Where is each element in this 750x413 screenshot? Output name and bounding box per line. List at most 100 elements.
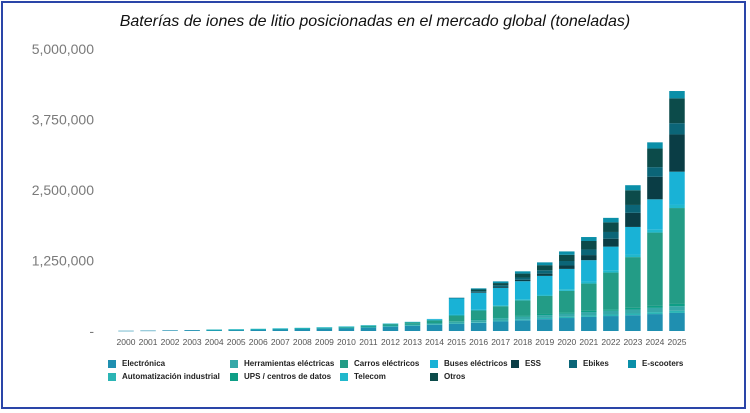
bar-segment bbox=[537, 315, 553, 318]
x-tick-label: 2009 bbox=[315, 337, 334, 347]
bar-segment bbox=[360, 325, 377, 326]
legend-item: Otros bbox=[430, 372, 465, 381]
bar-segment bbox=[581, 240, 597, 250]
bar-segment bbox=[669, 98, 685, 124]
x-tick-label: 2007 bbox=[271, 337, 290, 347]
bar-segment bbox=[426, 322, 443, 325]
bar-segment bbox=[669, 91, 685, 99]
bar-segment bbox=[492, 285, 509, 288]
bar-segment bbox=[625, 309, 641, 314]
bar-segment bbox=[647, 314, 663, 331]
bar-segment bbox=[228, 329, 244, 330]
legend-label: E-scooters bbox=[642, 359, 684, 368]
bar-segment bbox=[470, 291, 487, 293]
bars bbox=[118, 91, 685, 332]
bar-segment bbox=[448, 323, 465, 324]
legend-swatch bbox=[569, 359, 577, 368]
bar-segment bbox=[316, 327, 333, 328]
bar-segment bbox=[250, 329, 266, 331]
bar-segment bbox=[581, 315, 597, 317]
legend-label: UPS / centros de datos bbox=[244, 372, 332, 381]
bar-segment bbox=[581, 260, 597, 282]
bar-segment bbox=[514, 300, 531, 316]
bar-segment bbox=[404, 325, 421, 331]
x-tick-label: 2008 bbox=[293, 337, 312, 347]
bar-segment bbox=[360, 327, 377, 331]
bar-segment bbox=[581, 310, 597, 313]
x-tick-label: 2002 bbox=[161, 337, 180, 347]
bar-segment bbox=[581, 237, 597, 241]
x-tick-label: 2003 bbox=[183, 337, 202, 347]
bar-segment bbox=[537, 270, 553, 274]
bar-segment bbox=[338, 327, 355, 331]
bar-segment bbox=[603, 217, 619, 223]
bar-segment bbox=[559, 265, 575, 269]
bar-segment bbox=[669, 204, 685, 209]
x-tick-label: 2012 bbox=[381, 337, 400, 347]
bar-segment bbox=[625, 315, 641, 331]
bar-segment bbox=[206, 329, 222, 331]
x-tick-label: 2016 bbox=[469, 337, 488, 347]
x-tick-label: 2023 bbox=[623, 337, 642, 347]
bar-segment bbox=[559, 251, 575, 255]
bar-segment bbox=[514, 315, 531, 317]
x-tick-label: 2004 bbox=[205, 337, 224, 347]
bar-segment bbox=[382, 326, 399, 331]
bar-segment bbox=[404, 322, 421, 324]
bar-segment bbox=[492, 321, 509, 331]
bar-segment bbox=[250, 328, 266, 330]
bar-segment bbox=[470, 319, 487, 321]
bar-segment bbox=[514, 271, 531, 274]
bar-segment bbox=[492, 317, 509, 319]
bar-segment bbox=[404, 323, 421, 325]
legend-swatch bbox=[340, 359, 348, 368]
x-tick-label: 2001 bbox=[139, 337, 158, 347]
legend-label: Buses eléctricos bbox=[444, 359, 508, 368]
bar-segment bbox=[559, 289, 575, 291]
bar-segment bbox=[448, 323, 465, 331]
bar-segment bbox=[537, 273, 553, 276]
bar-segment bbox=[118, 330, 134, 332]
bar-segment bbox=[537, 275, 553, 295]
bar-segment bbox=[537, 295, 553, 314]
bar-segment bbox=[162, 330, 178, 331]
bar-segment bbox=[647, 148, 663, 168]
bar-segment bbox=[426, 324, 443, 331]
bar-segment bbox=[272, 328, 289, 330]
bar-segment bbox=[669, 306, 685, 311]
bar-segment bbox=[514, 316, 531, 320]
legend-item: Automatización industrial bbox=[108, 372, 220, 381]
bar-segment bbox=[647, 232, 663, 306]
bar-segment bbox=[603, 222, 619, 232]
bar-segment bbox=[625, 313, 641, 316]
bar-segment bbox=[669, 171, 685, 205]
bar-segment bbox=[647, 167, 663, 177]
bar-segment bbox=[603, 231, 619, 239]
legend-label: Automatización industrial bbox=[122, 372, 220, 381]
legend-label: ESS bbox=[525, 359, 542, 368]
x-tick-label: 2006 bbox=[249, 337, 268, 347]
bar-segment bbox=[647, 199, 663, 230]
legend-swatch bbox=[628, 359, 636, 368]
bar-segment bbox=[603, 310, 619, 315]
x-tick-label: 2005 bbox=[227, 337, 246, 347]
bar-segment bbox=[470, 292, 487, 293]
bar-segment bbox=[514, 279, 531, 282]
y-tick-label: 5,000,000 bbox=[32, 41, 94, 57]
bar-segment bbox=[448, 321, 465, 324]
bar-segment bbox=[470, 322, 487, 331]
bar-segment bbox=[559, 290, 575, 313]
bar-segment bbox=[559, 268, 575, 290]
bar-segment bbox=[294, 328, 311, 331]
bar-segment bbox=[294, 327, 311, 329]
bar-segment bbox=[625, 190, 641, 205]
bar-segment bbox=[470, 320, 487, 323]
x-tick-label: 2014 bbox=[425, 337, 444, 347]
legend-swatch bbox=[108, 372, 116, 381]
bar-segment bbox=[404, 325, 421, 326]
legend-label: Electrónica bbox=[122, 359, 166, 368]
bar-segment bbox=[581, 255, 597, 261]
bar-segment bbox=[603, 238, 619, 247]
